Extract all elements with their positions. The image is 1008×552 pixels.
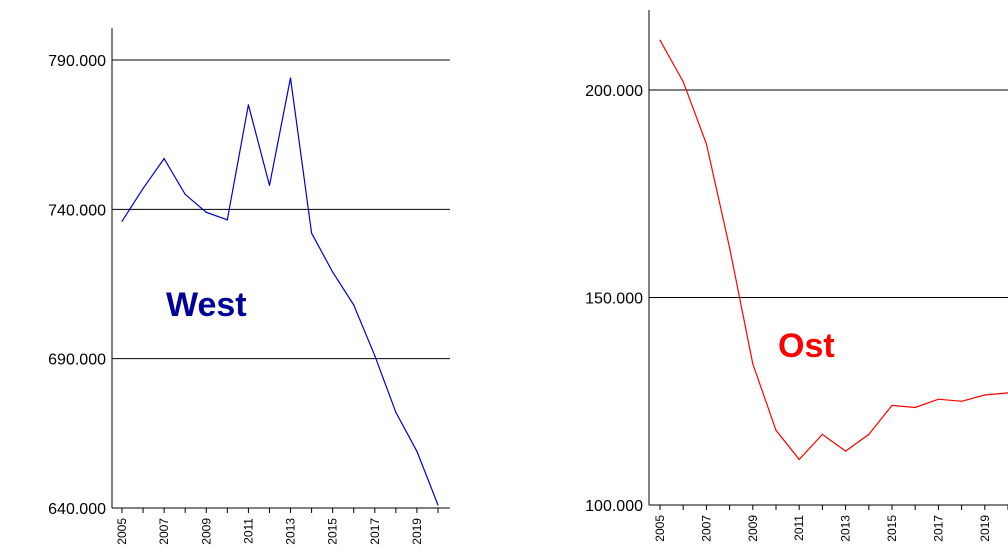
west-y-tick-label: 740.000	[48, 202, 106, 219]
west-data-point	[226, 219, 228, 221]
ost-data-point	[798, 458, 800, 460]
ost-data-point	[937, 398, 940, 400]
ost-panel-label: Ost	[778, 327, 835, 365]
west-x-tick-label: 2011	[241, 518, 255, 544]
ost-data-point	[729, 247, 731, 249]
ost-y-tick-label: 100.000	[585, 498, 643, 515]
ost-x-tick-label: 2011	[792, 515, 806, 541]
ost-x-tick-label: 2009	[746, 515, 760, 542]
ost-series-line	[659, 39, 1008, 461]
west-y-tick-label: 790.000	[48, 53, 106, 70]
ost-y-tick-label: 200.000	[585, 83, 643, 100]
west-x-tick-label: 2009	[199, 518, 213, 545]
west-data-point	[332, 271, 334, 273]
ost-data-point	[705, 143, 708, 145]
ost-x-tick-label: 2007	[699, 515, 713, 542]
ost-data-point	[682, 81, 684, 83]
west-data-point	[416, 450, 418, 452]
ost-x-tick-label: 2005	[653, 515, 667, 542]
west-data-point	[205, 211, 207, 213]
west-data-point	[247, 104, 249, 106]
west-data-point	[163, 157, 165, 160]
west-data-point	[353, 304, 355, 306]
west-x-tick-label: 2007	[157, 518, 171, 545]
ost-data-point	[821, 433, 824, 436]
ost-chart: 100.000 150.000 200.000 2005 2007 2009 2011 201…	[585, 10, 1008, 542]
ost-data-point	[961, 400, 963, 402]
ost-data-point	[891, 404, 893, 406]
ost-data-point	[914, 406, 916, 409]
west-data-point	[268, 184, 271, 187]
west-x-tick-label: 2019	[410, 518, 424, 545]
ost-data-point	[845, 450, 847, 452]
ost-data-point	[659, 39, 661, 41]
west-y-tick-label: 640.000	[48, 501, 106, 518]
west-data-point	[395, 411, 397, 414]
ost-x-tick-label: 2013	[839, 515, 853, 542]
west-x-tick-label: 2017	[368, 518, 382, 545]
ost-data-point	[868, 433, 870, 436]
ost-y-tick-label: 150.000	[585, 291, 643, 308]
west-y-tick-label: 690.000	[48, 352, 106, 369]
west-x-tick-label: 2013	[284, 518, 298, 545]
west-data-point	[374, 355, 376, 357]
west-chart: 640.000 690.000 740.000 790.000 2005 2007 2009…	[48, 28, 450, 545]
west-data-point	[184, 193, 186, 195]
ost-x-tick-label: 2015	[885, 515, 899, 542]
west-x-tick-label: 2015	[326, 518, 340, 545]
west-data-point	[437, 504, 439, 506]
west-series-line	[121, 77, 439, 506]
ost-data-point	[984, 394, 986, 396]
west-data-point	[311, 232, 313, 234]
west-data-point	[289, 77, 292, 79]
west-data-point	[142, 187, 144, 190]
ost-data-point	[775, 429, 777, 431]
ost-x-tick-label: 2017	[931, 515, 945, 542]
west-data-point	[121, 220, 123, 222]
west-panel-label: West	[166, 286, 247, 324]
west-x-tick-label: 2005	[115, 518, 129, 545]
ost-data-point	[752, 363, 754, 365]
ost-x-tick-label: 2019	[978, 515, 992, 542]
